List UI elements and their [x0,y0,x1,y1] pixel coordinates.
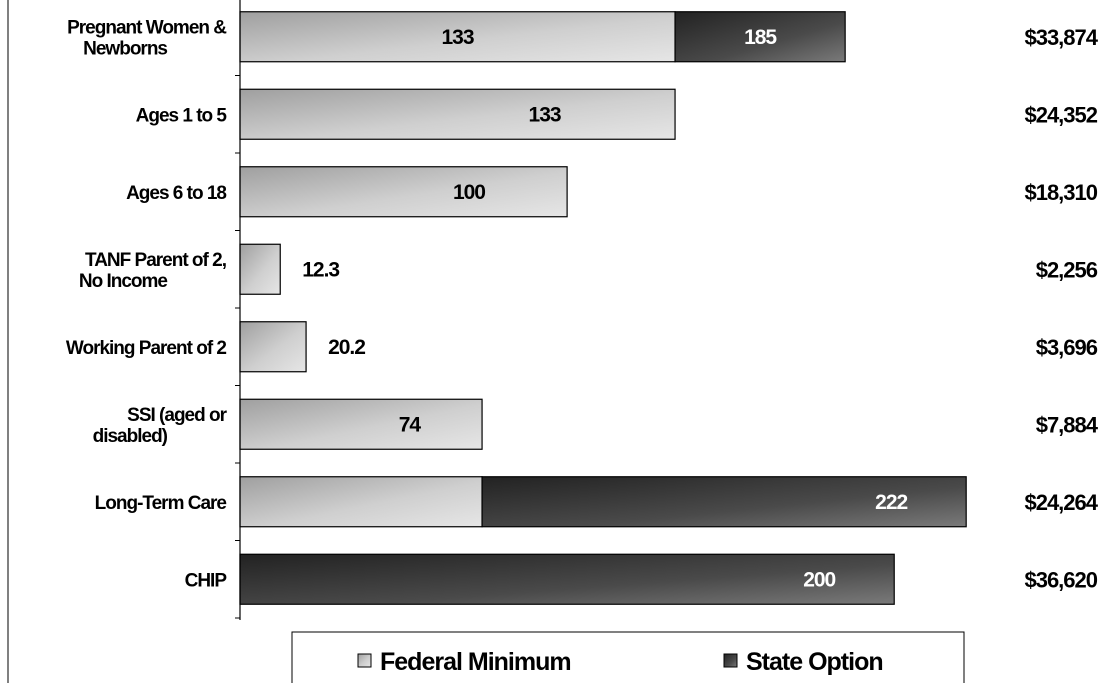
bar-label-total: 12.3 [302,258,339,281]
bar-label-total: 100 [453,181,485,204]
category-label: Long-Term Care [95,493,227,514]
bar-label-total: 222 [875,491,907,514]
category-label: Working Parent of 2 [66,338,227,359]
legend-swatch [357,653,372,668]
category-label: CHIP [185,570,228,591]
bar-label-total: 20.2 [328,336,365,359]
bar-label-total: 133 [529,103,561,126]
annual-amounts: $33,874 $24,352 $18,310 $2,256 $3,696 $7,884 $… [1024,25,1099,593]
category-label: Pregnant Women & [67,17,227,38]
bar-federal-minimum [239,398,483,450]
legend: Federal Minimum State Option [291,631,965,683]
bar-label-total: 74 [399,413,422,436]
annual-amount: $2,256 [1036,257,1098,282]
annual-amount: $36,620 [1024,567,1097,592]
legend-label: State Option [746,648,883,676]
legend-box [291,631,965,683]
bar-state-option [674,11,846,63]
bar-state-option [239,553,895,605]
category-label: Ages 6 to 18 [126,183,226,204]
annual-amount: $18,310 [1024,180,1097,205]
annual-amount: $33,874 [1024,25,1098,50]
category-label: TANF Parent of 2, [85,250,227,271]
annual-amount: $3,696 [1036,335,1098,360]
bar-federal-minimum [239,476,483,528]
category-label: Newborns [83,38,167,59]
category-label: SSI (aged or [127,405,227,426]
annual-amount: $24,352 [1024,102,1097,127]
legend-label: Federal Minimum [380,648,571,676]
bar-federal-minimum [239,321,307,373]
annual-amount: $7,884 [1036,412,1099,437]
category-label: disabled) [93,426,168,447]
legend-swatch [723,653,738,668]
category-labels: Pregnant Women &Newborns Ages 1 to 5 Ages … [66,17,229,591]
bar-federal-minimum [239,243,281,295]
y-ticks [235,75,240,619]
bars-layer: 133 185 133 100 12.3 20.2 74 222 200 [239,11,967,605]
bar-federal-minimum [239,88,676,140]
category-label: No Income [79,271,168,292]
annual-amount: $24,264 [1024,490,1098,515]
bar-label-total: 185 [744,26,777,49]
bar-state-option [481,476,967,528]
bar-label-federal: 133 [442,26,474,49]
bar-federal-minimum [239,166,568,218]
category-label: Ages 1 to 5 [136,105,228,126]
bar-label-total: 200 [803,568,835,591]
